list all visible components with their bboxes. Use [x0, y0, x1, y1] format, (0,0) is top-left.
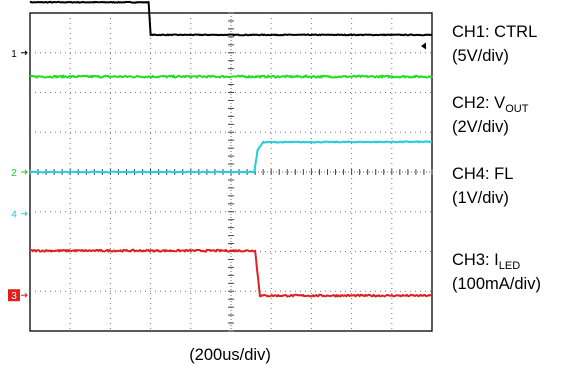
trace-ch3 — [29, 248, 433, 298]
ch2-label: CH2: VOUT — [452, 93, 529, 115]
ch3-label-text: CH3: I — [452, 251, 499, 269]
waveforms — [29, 0, 433, 298]
trigger-level-marker — [421, 42, 426, 50]
trace-ch4 — [30, 140, 433, 174]
marker-ch3-box — [8, 289, 20, 302]
trace-ch1 — [29, 0, 433, 37]
marker-ch1-text: 1 — [11, 49, 17, 60]
ch2-label-sub: OUT — [505, 103, 529, 115]
marker-ch3-text: 3 — [11, 291, 17, 302]
trace-ch2 — [29, 74, 433, 79]
ch1-scale: (5V/div) — [452, 47, 509, 65]
marker-ch1-arrow — [21, 50, 28, 56]
ch2-scale: (2V/div) — [452, 118, 509, 136]
marker-ch4-arrow — [21, 169, 28, 175]
marker-extra-0-arrow — [21, 211, 28, 217]
channel-markers: 1 2 3 4 — [8, 42, 426, 302]
ch2-label-text: CH2: V — [452, 94, 506, 112]
marker-ch4-text: 2 — [11, 168, 17, 179]
marker-ch3-arrow — [21, 292, 28, 298]
ch4-scale: (1V/div) — [452, 189, 509, 207]
ch1-label: CH1: CTRL — [452, 23, 538, 41]
ch3-scale: (100mA/div) — [452, 275, 541, 293]
ch3-label: CH3: ILED — [452, 250, 521, 272]
ch3-label-sub: LED — [498, 260, 521, 272]
ch4-label: CH4: FL — [452, 165, 514, 183]
marker-extra-0-text: 4 — [11, 210, 17, 221]
x-axis-label: (200us/div) — [189, 346, 271, 364]
